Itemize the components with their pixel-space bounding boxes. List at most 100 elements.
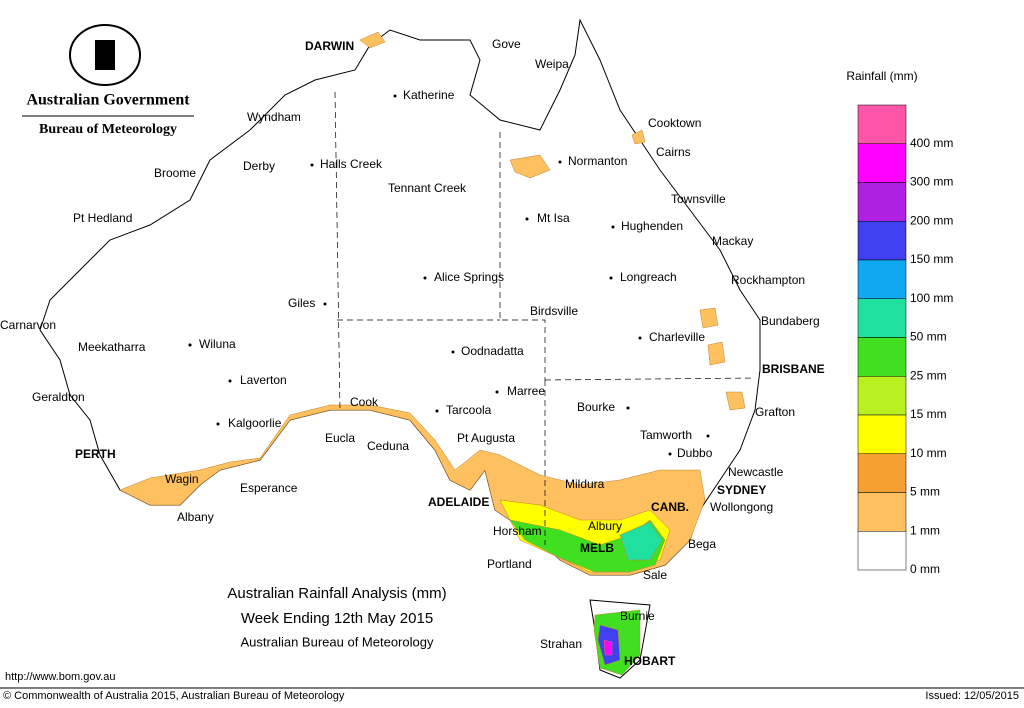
place-label: Hughenden bbox=[621, 219, 683, 233]
legend-swatch bbox=[857, 531, 907, 571]
place-dot bbox=[706, 434, 710, 438]
place-label: Horsham bbox=[493, 524, 542, 538]
place-dot bbox=[626, 406, 630, 410]
place-label: PERTH bbox=[75, 447, 116, 461]
place-label: Tamworth bbox=[640, 428, 692, 442]
place-label: Wagin bbox=[165, 472, 199, 486]
legend-swatch bbox=[857, 414, 907, 454]
place-label: Weipa bbox=[535, 57, 569, 71]
legend-label: 150 mm bbox=[910, 252, 953, 266]
place-label: Ceduna bbox=[367, 439, 409, 453]
place-label: Strahan bbox=[540, 637, 582, 651]
place-dot bbox=[558, 160, 562, 164]
place-label: Burnie bbox=[620, 609, 655, 623]
place-label: Esperance bbox=[240, 481, 298, 495]
place-label: Charleville bbox=[649, 330, 705, 344]
legend-label: 100 mm bbox=[910, 291, 953, 305]
place-label: Marree bbox=[507, 384, 545, 398]
place-dot bbox=[668, 452, 672, 456]
place-label: Alice Springs bbox=[434, 270, 504, 284]
place-label: Laverton bbox=[240, 373, 287, 387]
place-label: Dubbo bbox=[677, 446, 713, 460]
place-label: HOBART bbox=[624, 654, 676, 668]
legend-label: 1 mm bbox=[910, 523, 940, 537]
legend-label: 10 mm bbox=[910, 446, 947, 460]
place-label: Birdsville bbox=[530, 304, 578, 318]
map-title: Australian Rainfall Analysis (mm) bbox=[227, 585, 446, 602]
map-subtitle: Week Ending 12th May 2015 bbox=[241, 610, 433, 627]
place-label: Sale bbox=[643, 568, 667, 582]
legend-swatch bbox=[857, 298, 907, 338]
place-label: Mackay bbox=[712, 234, 753, 248]
copyright: © Commonwealth of Australia 2015, Austra… bbox=[3, 690, 345, 702]
agency: Australian Government bbox=[26, 92, 190, 109]
legend-title: Rainfall (mm) bbox=[846, 69, 917, 83]
place-label: Cook bbox=[350, 395, 379, 409]
legend-swatch bbox=[857, 182, 907, 222]
legend-label: 200 mm bbox=[910, 213, 953, 227]
legend-label: 300 mm bbox=[910, 175, 953, 189]
legend-swatch bbox=[857, 104, 907, 144]
place-dot bbox=[609, 276, 613, 280]
legend-label: 0 mm bbox=[910, 562, 940, 576]
place-dot bbox=[495, 390, 499, 394]
place-label: Mildura bbox=[565, 477, 605, 491]
place-label: Mt Isa bbox=[537, 211, 570, 225]
place-label: Pt Augusta bbox=[457, 431, 515, 445]
place-label: Derby bbox=[243, 159, 275, 173]
place-dot bbox=[216, 422, 220, 426]
place-label: Cooktown bbox=[648, 116, 701, 130]
place-label: Bundaberg bbox=[761, 314, 820, 328]
state-borders bbox=[334, 91, 756, 545]
place-label: Wollongong bbox=[710, 500, 773, 514]
place-label: Kalgoorlie bbox=[228, 416, 282, 430]
place-label: Wyndham bbox=[247, 110, 301, 124]
place-label: CANB. bbox=[651, 500, 689, 514]
legend-swatch bbox=[857, 376, 907, 416]
place-label: ADELAIDE bbox=[428, 495, 489, 509]
place-label: Cairns bbox=[656, 145, 691, 159]
place-dot bbox=[638, 336, 642, 340]
place-dot bbox=[188, 343, 192, 347]
place-dot bbox=[611, 225, 615, 229]
place-label: SYDNEY bbox=[717, 483, 766, 497]
coat-of-arms bbox=[69, 24, 141, 86]
place-dot bbox=[525, 217, 529, 221]
place-label: Geraldton bbox=[32, 390, 85, 404]
legend-label: 400 mm bbox=[910, 136, 953, 150]
place-label: Grafton bbox=[755, 405, 795, 419]
legend-swatch bbox=[857, 259, 907, 299]
place-label: Tennant Creek bbox=[388, 181, 467, 195]
legend-swatch bbox=[857, 492, 907, 532]
place-dot bbox=[423, 276, 427, 280]
legend-label: 25 mm bbox=[910, 368, 947, 382]
place-label: Wiluna bbox=[199, 337, 236, 351]
place-label: Portland bbox=[487, 557, 532, 571]
place-label: MELB bbox=[580, 541, 614, 555]
legend-swatch bbox=[857, 337, 907, 377]
place-label: Normanton bbox=[568, 154, 627, 168]
place-dot bbox=[310, 163, 314, 167]
issued: Issued: 12/05/2015 bbox=[925, 690, 1019, 702]
place-label: Townsville bbox=[671, 192, 726, 206]
map-source: Australian Bureau of Meteorology bbox=[241, 634, 434, 649]
place-label: Broome bbox=[154, 166, 196, 180]
legend-label: 5 mm bbox=[910, 485, 940, 499]
place-label: Bourke bbox=[577, 400, 615, 414]
place-label: Carnarvon bbox=[0, 318, 56, 332]
legend-swatch bbox=[857, 143, 907, 183]
legend-label: 15 mm bbox=[910, 407, 947, 421]
place-dot bbox=[323, 302, 327, 306]
legend-swatch bbox=[857, 453, 907, 493]
places: DARWIN Gove Weipa Katherine Wyndham Cooktown C… bbox=[0, 37, 825, 668]
place-label: Albury bbox=[588, 519, 622, 533]
rainfall-areas bbox=[119, 31, 746, 676]
place-label: Oodnadatta bbox=[461, 344, 524, 358]
place-label: Katherine bbox=[403, 88, 455, 102]
place-dot bbox=[451, 350, 455, 354]
place-label: Newcastle bbox=[728, 465, 784, 479]
place-label: Bega bbox=[688, 537, 716, 551]
url: http://www.bom.gov.au bbox=[5, 671, 115, 683]
place-dot bbox=[228, 379, 232, 383]
